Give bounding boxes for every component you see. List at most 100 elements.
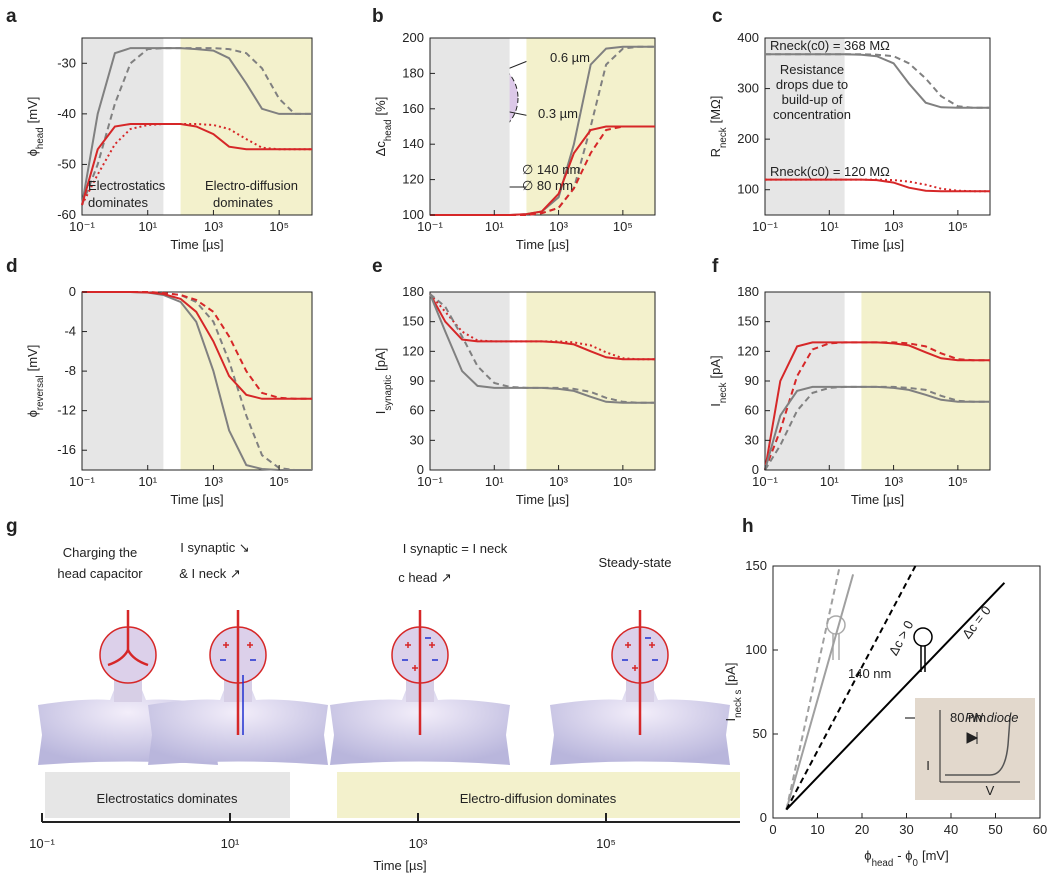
regime-label: Electrostatics dominates bbox=[97, 791, 238, 806]
x-tick-label: 10¹ bbox=[138, 219, 157, 234]
y-axis-label-part: neck s bbox=[733, 690, 744, 718]
y-axis-label-part: [%] bbox=[373, 97, 388, 116]
y-axis-label-part: [pA] bbox=[373, 348, 388, 371]
y-tick-label: 100 bbox=[402, 207, 424, 222]
stage-title: Steady-state bbox=[599, 555, 672, 570]
x-tick-label: 40 bbox=[944, 822, 958, 837]
x-tick-label: 10³ bbox=[409, 836, 428, 851]
spine-icons bbox=[826, 615, 1035, 800]
x-tick-label: 10⁵ bbox=[948, 474, 968, 489]
y-axis-label-part: [pA] bbox=[708, 355, 723, 378]
y-tick-label: -8 bbox=[64, 363, 76, 378]
series-line bbox=[429, 293, 655, 404]
x-tick-label: 10³ bbox=[549, 474, 568, 489]
y-axis-label: Isynaptic [pA] bbox=[373, 348, 394, 415]
region bbox=[82, 292, 164, 470]
regime-box bbox=[337, 772, 740, 818]
annotation: dominates bbox=[213, 195, 273, 210]
y-tick-label: 300 bbox=[737, 81, 759, 96]
x-tick-label: 10⁵ bbox=[596, 836, 616, 851]
y-tick-label: -30 bbox=[57, 55, 76, 70]
current bbox=[107, 649, 149, 667]
x-tick-label: 0 bbox=[769, 822, 776, 837]
spine bbox=[550, 610, 730, 765]
y-axis-label-part: ϕ bbox=[25, 410, 40, 417]
y-axis-label-part: [mV] bbox=[25, 97, 40, 124]
y-tick-label: 160 bbox=[402, 101, 424, 116]
x-tick-label: 10³ bbox=[884, 474, 903, 489]
x-tick-label: 10³ bbox=[549, 219, 568, 234]
y-tick-label: 180 bbox=[402, 65, 424, 80]
y-tick-label: 150 bbox=[745, 558, 767, 573]
stage-title: Charging the bbox=[63, 545, 137, 560]
y-tick-label: 120 bbox=[402, 343, 424, 358]
series-line bbox=[765, 53, 990, 109]
stage-title: I synaptic = I neck bbox=[403, 541, 508, 556]
x-tick-label: 10⁻¹ bbox=[752, 219, 778, 234]
x-axis-label-part: Time [µs] bbox=[170, 237, 223, 252]
y-tick-label: 90 bbox=[410, 373, 424, 388]
y-axis-label: Ineck s [pA] bbox=[723, 663, 744, 722]
x-tick-label: 10¹ bbox=[485, 474, 504, 489]
series-line bbox=[764, 385, 990, 471]
panel-label: f bbox=[712, 256, 719, 277]
y-tick-label: 100 bbox=[745, 642, 767, 657]
y-tick-label: -16 bbox=[57, 442, 76, 457]
x-tick-label: 10¹ bbox=[820, 474, 839, 489]
plot-frame bbox=[81, 291, 313, 471]
series-line bbox=[430, 125, 655, 216]
annotation: Δc = 0 bbox=[959, 603, 994, 642]
x-tick-label: 20 bbox=[855, 822, 869, 837]
y-tick-label: -60 bbox=[57, 207, 76, 222]
annotation: Electrostatics bbox=[88, 178, 166, 193]
x-tick-label: 10⁻¹ bbox=[69, 474, 95, 489]
x-tick-label: 10⁻¹ bbox=[417, 219, 443, 234]
x-axis-label-part: Time [µs] bbox=[373, 858, 426, 873]
annotation: Rneck(c0) = 368 MΩ bbox=[770, 38, 890, 53]
annotation: V bbox=[986, 783, 995, 798]
y-axis-label-part: I bbox=[708, 403, 723, 407]
spine bbox=[148, 610, 328, 765]
x-axis-label-part: ϕ bbox=[864, 848, 871, 863]
panel-label: h bbox=[742, 516, 754, 537]
x-axis-label: Time [µs] bbox=[516, 237, 569, 252]
stage-title: & I neck ↗ bbox=[179, 566, 240, 581]
y-axis-label-part: [pA] bbox=[723, 663, 738, 686]
series-line bbox=[765, 178, 990, 193]
x-tick-label: 30 bbox=[899, 822, 913, 837]
series-line bbox=[82, 291, 312, 400]
panel-label: b bbox=[372, 6, 384, 27]
x-tick-label: 10¹ bbox=[221, 836, 240, 851]
x-axis-label-part: Time [µs] bbox=[170, 492, 223, 507]
annotation: 0.3 µm bbox=[538, 106, 578, 121]
y-axis-label-part: I bbox=[373, 411, 388, 415]
panel-label: c bbox=[712, 6, 723, 27]
y-tick-label: 120 bbox=[402, 172, 424, 187]
x-tick-label: 10⁵ bbox=[269, 219, 289, 234]
x-tick-label: 10⁻¹ bbox=[29, 836, 55, 851]
y-axis-label-part: Δc bbox=[373, 141, 388, 157]
annotation: 140 nm bbox=[848, 666, 891, 681]
x-axis-label: ϕhead - ϕ0 [mV] bbox=[864, 848, 948, 869]
x-tick-label: 10³ bbox=[204, 219, 223, 234]
annotation: Rneck(c0) = 120 MΩ bbox=[770, 164, 890, 179]
x-tick-label: 60 bbox=[1033, 822, 1047, 837]
x-tick-label: 50 bbox=[988, 822, 1002, 837]
x-axis-label: Time [µs] bbox=[851, 237, 904, 252]
y-axis-label-part: head bbox=[383, 119, 394, 141]
series-line bbox=[765, 53, 990, 109]
y-tick-label: -4 bbox=[64, 324, 76, 339]
annotation: drops due to bbox=[776, 77, 848, 92]
y-tick-label: 120 bbox=[737, 343, 759, 358]
y-axis-label-part: ϕ bbox=[25, 149, 40, 156]
y-tick-label: 180 bbox=[737, 284, 759, 299]
y-axis-label-part: [mV] bbox=[25, 345, 40, 372]
x-axis-label-part: head bbox=[872, 858, 894, 869]
series-line bbox=[785, 565, 841, 810]
y-axis-label-part: R bbox=[708, 148, 723, 157]
y-tick-label: 150 bbox=[402, 314, 424, 329]
annotation: I bbox=[926, 758, 930, 773]
x-tick-label: 10⁵ bbox=[613, 219, 633, 234]
series-line bbox=[429, 293, 655, 361]
